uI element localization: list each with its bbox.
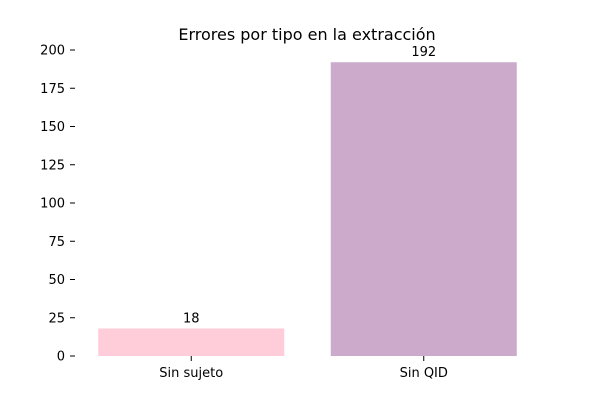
y-tick-label: 50: [48, 273, 65, 288]
y-tick-label: 75: [48, 235, 65, 250]
y-axis: 0 25 50 75 100 125 150 175 200: [40, 44, 75, 365]
x-axis: Sin sujeto Sin QID: [159, 356, 448, 381]
y-tick-label: 200: [40, 44, 65, 59]
y-tick-label: 125: [40, 158, 65, 173]
bar: [98, 328, 285, 356]
y-tick-label: 25: [48, 311, 65, 326]
chart-title: Errores por tipo en la extracción: [178, 25, 435, 44]
x-tick-label: Sin sujeto: [159, 366, 223, 381]
data-label: 18: [183, 311, 200, 326]
bar: [330, 62, 517, 357]
bars-group: 18 192: [98, 45, 517, 357]
x-tick-label: Sin QID: [400, 366, 448, 381]
y-tick-label: 100: [40, 197, 65, 212]
y-tick-label: 150: [40, 120, 65, 135]
y-tick-label: 0: [57, 350, 65, 365]
y-tick-label: 175: [40, 82, 65, 97]
data-label: 192: [411, 45, 436, 60]
